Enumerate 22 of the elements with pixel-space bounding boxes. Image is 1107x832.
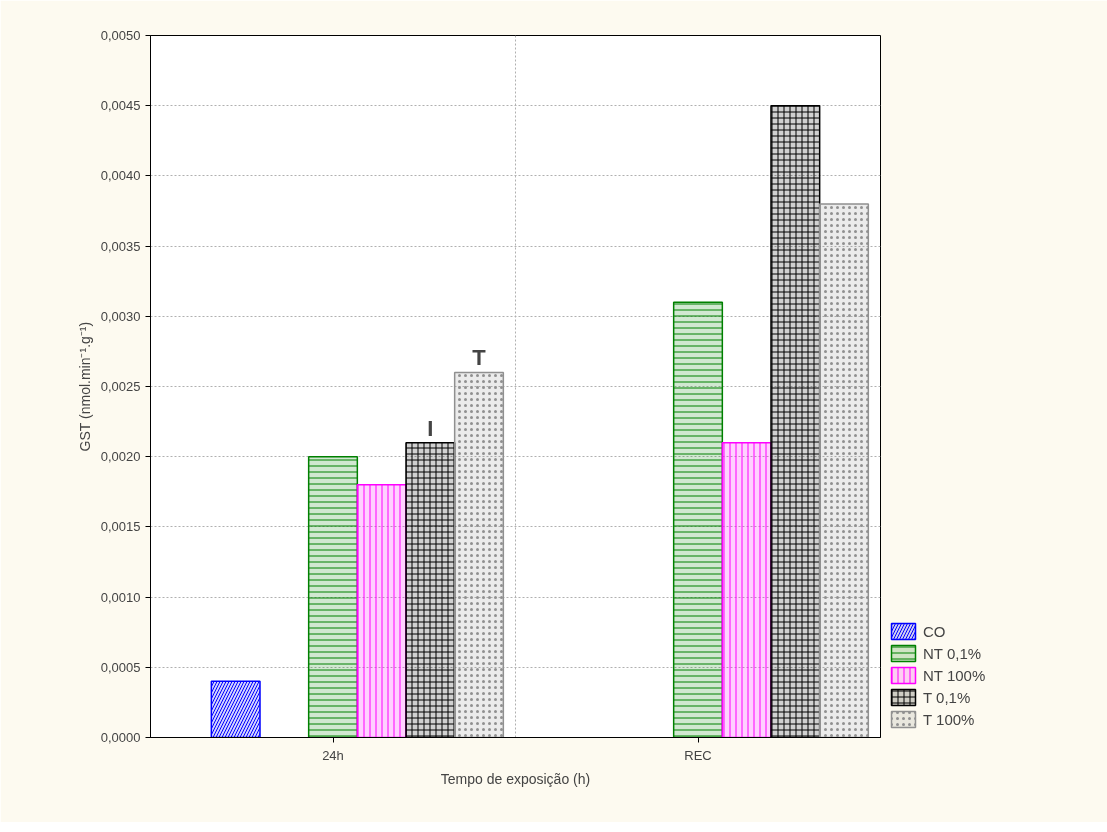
legend-label: NT 0,1% (923, 644, 982, 662)
annotation: T (472, 345, 487, 371)
legend-label: T 100% (923, 710, 975, 728)
legend-label: NT 100% (923, 666, 986, 684)
y-axis-title: GST (nmol.min⁻¹.g⁻¹) (76, 321, 93, 452)
y-tick-label: 0,0015 (100, 519, 141, 535)
y-tick-label: 0,0000 (100, 730, 141, 745)
y-tick-label: 0,0050 (100, 28, 141, 43)
y-tick-label: 0,0010 (100, 589, 141, 605)
y-tick-label: 0,0025 (100, 379, 141, 394)
x-tick-label: 24h (322, 747, 344, 763)
y-tick-label: 0,0005 (100, 659, 141, 675)
y-tick-label: 0,0040 (100, 168, 141, 184)
legend-label: CO (923, 622, 946, 640)
y-tick-label: 0,0020 (100, 449, 141, 465)
y-tick-label: 0,0045 (100, 98, 141, 114)
x-axis-title: Tempo de exposição (h) (440, 770, 591, 787)
x-tick-label: REC (684, 747, 712, 763)
y-tick-label: 0,0035 (100, 238, 141, 254)
legend-label: T 0,1% (923, 688, 971, 706)
annotation: I (427, 415, 434, 441)
y-tick-label: 0,0030 (100, 308, 141, 324)
